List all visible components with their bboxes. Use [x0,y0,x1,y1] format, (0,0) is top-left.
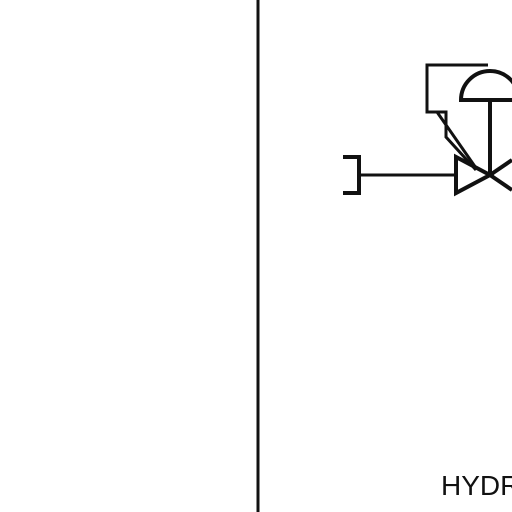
pilot-signal-line [425,63,488,172]
diagram-label: HYDR [441,470,512,501]
pilot-signal-line-inner [435,111,478,169]
diaphragm-actuator [458,69,512,102]
control-valve-body [454,153,512,197]
pipe-end-cap [343,155,361,195]
